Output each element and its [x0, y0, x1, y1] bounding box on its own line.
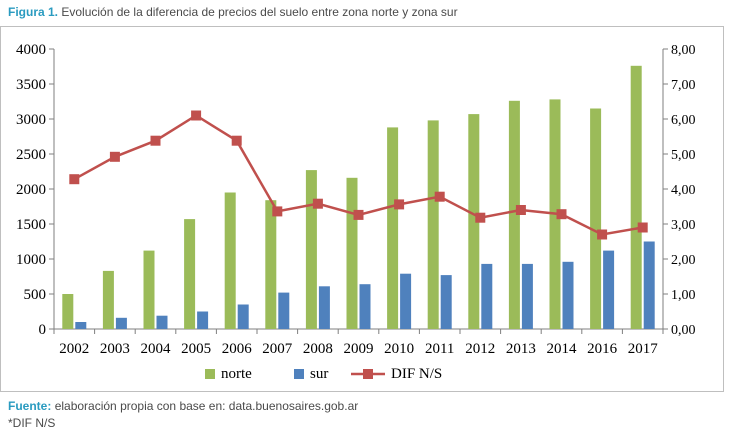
- point-dif-ns: [515, 205, 526, 215]
- y-right-tick-label: 8,00: [671, 43, 696, 58]
- y-left-tick-label: 1500: [16, 217, 46, 233]
- x-tick-label: 2003: [100, 341, 130, 357]
- legend-swatch-sur: [294, 369, 304, 379]
- point-dif-ns: [231, 135, 242, 146]
- bar-norte: [468, 114, 480, 329]
- bar-norte: [265, 200, 277, 329]
- y-right-tick-label: 6,00: [671, 113, 696, 128]
- x-tick-label: 2007: [262, 341, 293, 357]
- y-left-tick-label: 3500: [16, 77, 46, 93]
- source-line: Fuente: elaboración propia con base en: …: [8, 399, 358, 413]
- bar-sur: [75, 322, 87, 329]
- x-tick-label: 2005: [181, 341, 211, 357]
- point-dif-ns: [434, 191, 445, 202]
- x-tick-label: 2017: [628, 341, 659, 357]
- legend-label-sur: sur: [310, 366, 328, 382]
- point-dif-ns: [191, 110, 202, 121]
- y-right-tick-label: 4,00: [671, 183, 696, 198]
- point-dif-ns: [109, 151, 120, 162]
- figure-title: Evolución de la diferencia de precios de…: [61, 5, 458, 19]
- x-tick-label: 2002: [59, 341, 89, 357]
- y-left-tick-label: 500: [24, 287, 47, 303]
- x-tick-label: 2012: [465, 341, 495, 357]
- legend-label-norte: norte: [221, 366, 252, 382]
- x-tick-label: 2013: [506, 341, 536, 357]
- bar-sur: [481, 263, 493, 329]
- bar-sur: [115, 317, 127, 329]
- chart: 0 500 1000 1500 2000 2500 3000 3500 4000 0,00 1,00…: [16, 42, 696, 382]
- source-text: elaboración propia con base en: data.bue…: [54, 399, 359, 413]
- legend-marker-dif: [363, 369, 373, 379]
- point-dif-ns: [556, 209, 567, 220]
- x-tick-label: 2009: [344, 341, 374, 357]
- y-right-tick-label: 1,00: [671, 288, 696, 303]
- y-left-tick-label: 4000: [16, 42, 46, 58]
- bar-norte: [630, 65, 642, 330]
- y-right-tick-label: 3,00: [671, 218, 696, 233]
- chart-frame: 0 500 1000 1500 2000 2500 3000 3500 4000 0,00 1,00…: [0, 26, 724, 392]
- figure-label: Figura 1.: [8, 5, 59, 19]
- point-dif-ns: [597, 229, 608, 240]
- bar-sur: [359, 284, 371, 329]
- bar-sur: [156, 315, 168, 329]
- bar-norte: [508, 100, 520, 329]
- bar-norte: [62, 294, 74, 329]
- y-left-tick-label: 2500: [16, 147, 46, 163]
- bar-sur: [278, 292, 290, 329]
- bar-norte: [184, 219, 196, 329]
- y-right-tick-label: 5,00: [671, 148, 696, 163]
- figure-caption: Figura 1. Evolución de la diferencia de …: [8, 5, 458, 19]
- bar-norte: [305, 170, 317, 329]
- y-right-tick-label: 0,00: [671, 323, 696, 338]
- bar-norte: [346, 177, 358, 329]
- y-left-tick-label: 1000: [16, 252, 46, 268]
- bar-sur: [318, 286, 330, 329]
- source-label: Fuente:: [8, 399, 52, 413]
- y-left-tick-label: 0: [39, 322, 47, 338]
- y-left-tick-label: 2000: [16, 182, 46, 198]
- bar-norte: [387, 127, 399, 330]
- bar-norte: [427, 120, 439, 330]
- legend-label-dif: DIF N/S: [391, 366, 442, 382]
- x-tick-label: 2014: [547, 341, 578, 357]
- y-right-tick-label: 2,00: [671, 253, 696, 268]
- bar-norte: [224, 192, 236, 329]
- point-dif-ns: [312, 198, 323, 209]
- bar-sur: [440, 275, 452, 329]
- x-tick-label: 2016: [587, 341, 618, 357]
- bar-sur: [237, 304, 249, 329]
- bar-norte: [143, 250, 155, 329]
- point-dif-ns: [272, 206, 283, 217]
- x-tick-label: 2006: [222, 341, 253, 357]
- point-dif-ns: [150, 135, 161, 146]
- point-dif-ns: [637, 222, 648, 233]
- point-dif-ns: [475, 212, 486, 223]
- bar-sur: [643, 241, 655, 329]
- bar-sur: [521, 263, 533, 329]
- bar-sur: [603, 250, 615, 329]
- point-dif-ns: [69, 174, 80, 185]
- x-tick-label: 2008: [303, 341, 333, 357]
- x-tick-label: 2011: [425, 341, 454, 357]
- footnote: *DIF N/S: [8, 416, 56, 430]
- y-left-tick-label: 3000: [16, 112, 46, 128]
- bar-sur: [562, 261, 574, 329]
- bar-norte: [102, 270, 114, 329]
- point-dif-ns: [394, 199, 405, 210]
- x-tick-label: 2010: [384, 341, 414, 357]
- legend-swatch-norte: [205, 369, 215, 379]
- bar-sur: [197, 311, 209, 329]
- x-tick-label: 2004: [141, 341, 172, 357]
- bar-norte: [590, 108, 602, 329]
- point-dif-ns: [353, 209, 364, 220]
- bar-sur: [400, 273, 412, 329]
- y-right-tick-label: 7,00: [671, 78, 696, 93]
